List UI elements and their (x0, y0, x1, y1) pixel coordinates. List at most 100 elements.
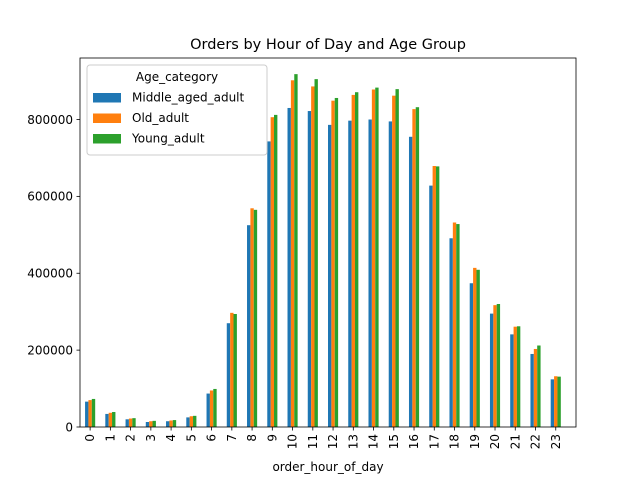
bar-middle-aged-adult-hour-18 (449, 238, 453, 427)
bar-middle-aged-adult-hour-6 (206, 393, 210, 427)
x-tick-label: 8 (245, 434, 259, 442)
bar-old-adult-hour-18 (452, 222, 457, 427)
legend-label-old-adult: Old_adult (132, 111, 189, 125)
bar-middle-aged-adult-hour-15 (388, 121, 393, 428)
x-tick-label: 23 (549, 434, 563, 449)
legend-swatch-old-adult (93, 113, 121, 123)
bar-old-adult-hour-17 (432, 166, 436, 427)
legend-swatch-young-adult (93, 134, 121, 144)
legend-swatch-middle-aged-adult (93, 93, 121, 103)
bar-young-adult-hour-19 (476, 269, 480, 427)
x-tick-label: 4 (164, 434, 178, 442)
y-tick-label: 0 (65, 420, 73, 434)
bar-middle-aged-adult-hour-21 (510, 334, 514, 427)
y-tick-label: 400000 (27, 267, 73, 281)
bar-old-adult-hour-21 (513, 326, 517, 427)
x-tick-label: 10 (286, 434, 300, 449)
x-tick-label: 15 (387, 434, 401, 449)
bar-old-adult-hour-14 (371, 89, 376, 428)
x-tick-label: 17 (427, 434, 441, 449)
bar-old-adult-hour-22 (533, 348, 538, 427)
x-tick-label: 16 (407, 434, 421, 449)
bar-middle-aged-adult-hour-0 (85, 401, 89, 427)
bar-middle-aged-adult-hour-23 (550, 379, 555, 427)
bar-middle-aged-adult-hour-3 (145, 422, 150, 427)
bar-young-adult-hour-16 (415, 107, 420, 427)
x-tick-label: 13 (346, 434, 360, 449)
bar-middle-aged-adult-hour-13 (348, 120, 352, 428)
bar-middle-aged-adult-hour-11 (307, 111, 312, 427)
bar-young-adult-hour-8 (253, 209, 258, 427)
bar-old-adult-hour-19 (473, 267, 477, 427)
bar-young-adult-hour-12 (334, 97, 339, 427)
bar-middle-aged-adult-hour-1 (105, 413, 109, 427)
bar-young-adult-hour-1 (112, 412, 116, 427)
x-tick-label: 14 (367, 434, 381, 449)
bar-young-adult-hour-23 (557, 376, 561, 427)
x-tick-label: 2 (124, 434, 138, 442)
bar-old-adult-hour-13 (351, 94, 355, 428)
bar-middle-aged-adult-hour-20 (489, 313, 494, 427)
legend-title: Age_category (136, 70, 218, 84)
legend-label-middle-aged-adult: Middle_aged_adult (132, 91, 245, 105)
bar-old-adult-hour-1 (108, 412, 113, 427)
y-tick-label: 600000 (27, 190, 73, 204)
bar-middle-aged-adult-hour-17 (429, 185, 433, 427)
plot-frame (79, 57, 577, 428)
bar-old-adult-hour-0 (88, 400, 92, 427)
bar-young-adult-hour-2 (132, 418, 136, 427)
bar-middle-aged-adult-hour-19 (469, 283, 474, 427)
x-tick-label: 21 (508, 434, 522, 449)
x-tick-label: 1 (103, 434, 117, 442)
x-tick-label: 22 (529, 434, 543, 449)
bar-old-adult-hour-16 (412, 109, 416, 428)
y-tick-label: 800000 (27, 113, 73, 127)
x-tick-label: 0 (83, 434, 97, 442)
legend: Age_category Middle_aged_adult Old_adult Y… (86, 64, 268, 156)
bar-young-adult-hour-4 (172, 420, 177, 427)
bar-young-adult-hour-9 (274, 114, 278, 427)
chart-title: Orders by Hour of Day and Age Group (190, 37, 466, 53)
bar-young-adult-hour-5 (193, 415, 197, 427)
x-tick-label: 19 (468, 434, 482, 449)
bar-old-adult-hour-11 (311, 86, 315, 427)
x-tick-label: 5 (184, 434, 198, 442)
bar-middle-aged-adult-hour-14 (368, 119, 372, 427)
x-tick-label: 3 (144, 434, 158, 442)
legend-box (86, 64, 268, 156)
bar-old-adult-hour-9 (270, 117, 275, 427)
bar-old-adult-hour-4 (169, 420, 173, 427)
bar-young-adult-hour-7 (233, 313, 237, 427)
bar-young-adult-hour-13 (354, 92, 359, 428)
bar-young-adult-hour-17 (435, 166, 440, 427)
x-tick-label: 7 (225, 434, 239, 442)
bar-young-adult-hour-21 (516, 326, 521, 427)
bar-old-adult-hour-15 (392, 95, 396, 428)
bar-young-adult-hour-15 (395, 89, 399, 427)
bar-middle-aged-adult-hour-7 (226, 323, 231, 427)
bar-middle-aged-adult-hour-2 (125, 419, 129, 427)
bar-old-adult-hour-2 (128, 418, 133, 427)
bar-old-adult-hour-12 (331, 100, 335, 428)
x-tick-label: 6 (205, 434, 219, 442)
bar-old-adult-hour-8 (250, 208, 254, 427)
bar-middle-aged-adult-hour-4 (166, 421, 170, 427)
y-tick-label: 200000 (27, 343, 73, 357)
x-tick-label: 9 (265, 434, 279, 442)
bar-middle-aged-adult-hour-9 (267, 141, 271, 427)
legend-entries: Middle_aged_adult Old_adult Young_adult (93, 91, 245, 146)
bar-middle-aged-adult-hour-16 (408, 136, 413, 428)
bar-old-adult-hour-23 (554, 376, 558, 427)
x-tick-label: 20 (488, 434, 502, 449)
x-tick-label: 18 (448, 434, 462, 449)
bar-old-adult-hour-3 (149, 421, 153, 427)
bars-group (85, 74, 561, 428)
bar-young-adult-hour-3 (152, 420, 156, 427)
bar-middle-aged-adult-hour-12 (328, 124, 332, 427)
bar-young-adult-hour-6 (213, 388, 217, 427)
x-tick-label: 11 (306, 434, 320, 449)
bar-middle-aged-adult-hour-5 (186, 417, 190, 427)
legend-label-young-adult: Young_adult (131, 132, 205, 146)
bar-old-adult-hour-10 (290, 80, 295, 427)
